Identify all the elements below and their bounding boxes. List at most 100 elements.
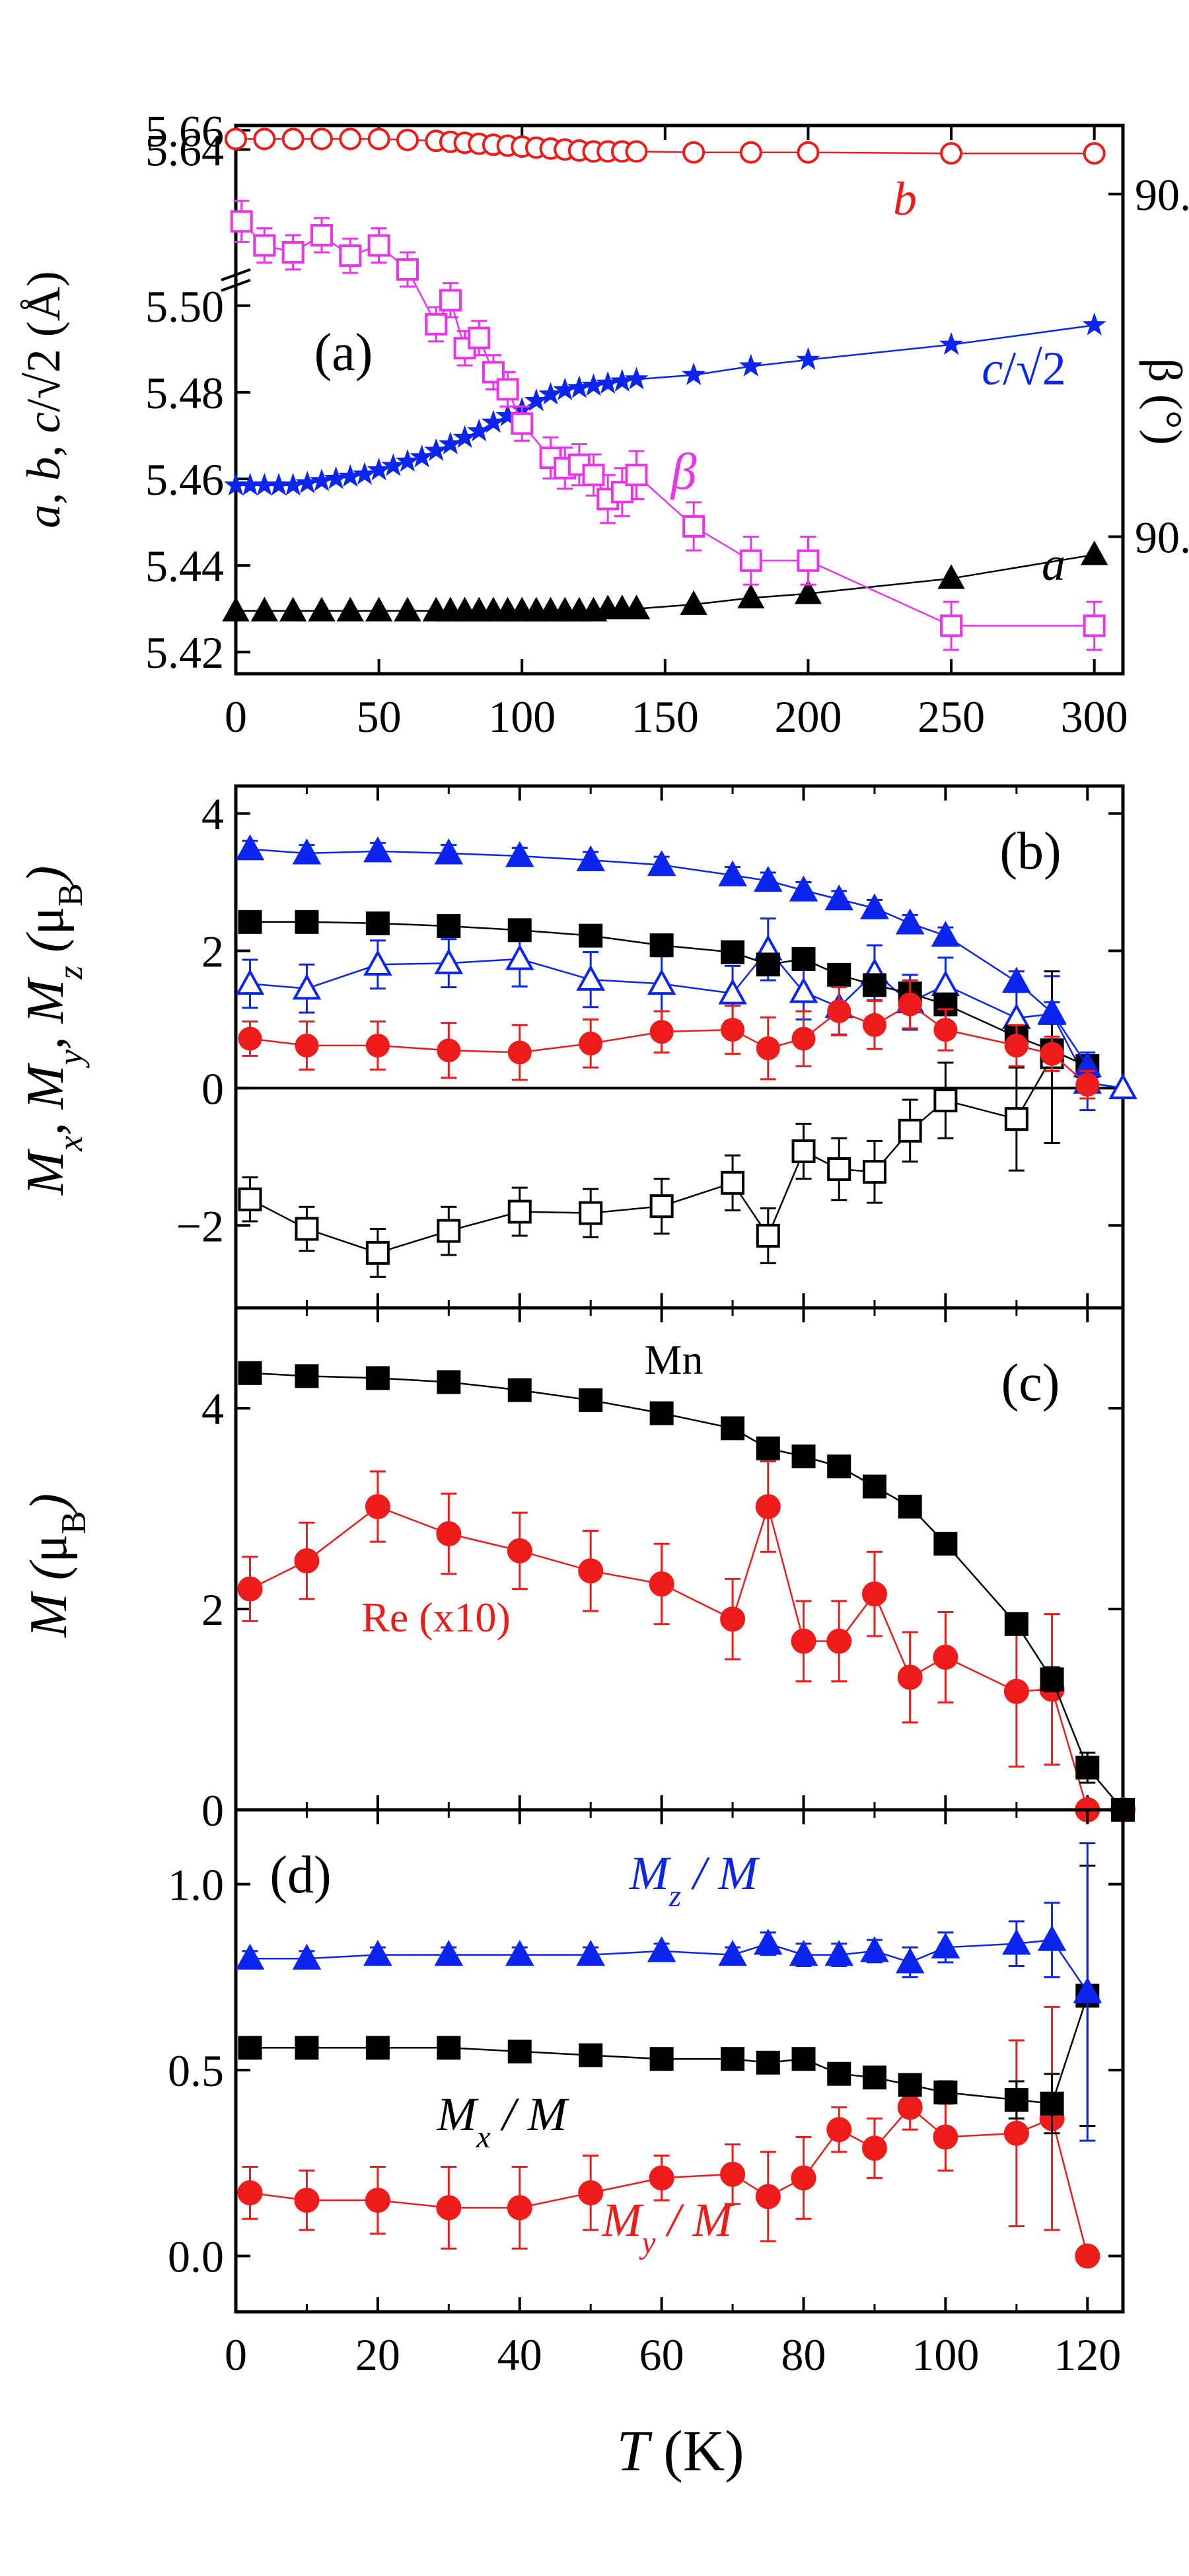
y-tick-label: 5.64 [145, 125, 224, 175]
data-point [756, 952, 780, 977]
data-point [292, 838, 322, 865]
data-point [895, 908, 925, 935]
data-point [649, 2047, 674, 2071]
data-point [739, 353, 763, 376]
data-point [1040, 1042, 1064, 1066]
data-point [505, 1940, 534, 1966]
data-point [1073, 1977, 1102, 2003]
data-point [756, 2050, 780, 2075]
data-point [898, 1118, 922, 1143]
data-point [721, 1018, 745, 1042]
y-axis-label-a: a, b, c/√2 (Å) [17, 271, 70, 528]
data-point [222, 596, 250, 622]
data-point [937, 564, 965, 589]
data-point [507, 1538, 532, 1563]
data-point [1083, 142, 1106, 165]
series-label-c: c/√2 [982, 342, 1066, 395]
data-point [352, 462, 377, 485]
data-point [365, 2036, 390, 2060]
data-point [625, 140, 648, 163]
data-point [933, 1018, 958, 1042]
data-point [827, 999, 851, 1023]
data-point [579, 923, 603, 948]
data-point [437, 914, 461, 939]
data-point [507, 2195, 532, 2221]
data-point [647, 850, 676, 877]
data-point [511, 412, 534, 435]
data-point [721, 1170, 745, 1195]
data-point [394, 596, 421, 622]
data-point [436, 2195, 462, 2221]
x-tick-label: 80 [781, 2330, 826, 2380]
data-point [1075, 1756, 1100, 1780]
data-point [756, 1436, 780, 1460]
data-point [791, 2165, 816, 2191]
axis-break [221, 268, 251, 281]
data-point [437, 1219, 461, 1243]
data-point [756, 1223, 780, 1248]
data-point [238, 910, 262, 934]
data-point [437, 1370, 461, 1394]
x-tick-label: 100 [912, 2330, 979, 2380]
y-tick-label: 0.0 [168, 2232, 224, 2282]
data-point [647, 968, 676, 995]
series-line-β [240, 221, 1095, 627]
data-point [789, 1940, 818, 1966]
data-point [1081, 540, 1108, 565]
y2-axis-label-a: β (°) [1139, 358, 1189, 445]
annotation-re: Re (x10) [361, 1594, 511, 1641]
series-label-mz: Mz / M [629, 1847, 760, 1914]
data-point [754, 1929, 783, 1955]
data-point [367, 234, 390, 257]
data-point [940, 614, 963, 637]
data-point [365, 596, 393, 622]
data-point [1108, 1073, 1137, 1100]
data-point [363, 949, 392, 976]
data-point [897, 1664, 923, 1690]
data-point [826, 2117, 852, 2143]
data-point [578, 2180, 604, 2205]
data-point [756, 1036, 780, 1061]
x-tick-label: 250 [918, 692, 985, 742]
data-point [1075, 1073, 1100, 1097]
data-point [496, 378, 519, 401]
series-line-Re (x10) [249, 1503, 1123, 1811]
data-point [791, 1628, 816, 1654]
data-point [791, 1444, 816, 1468]
data-point [439, 289, 462, 312]
data-point [507, 2039, 532, 2063]
y-tick-label: 0 [201, 1785, 224, 1836]
data-point [238, 1187, 262, 1211]
data-point [794, 579, 822, 604]
data-point [253, 127, 276, 151]
x-tick-label: 300 [1061, 692, 1128, 742]
data-point [295, 910, 319, 934]
data-point [933, 1089, 958, 1113]
data-point [931, 921, 960, 947]
x-tick-label: 60 [639, 2330, 684, 2380]
data-point [238, 2036, 262, 2060]
y-tick-label: 5.48 [145, 368, 224, 418]
data-point [538, 382, 563, 405]
y-tick-label: 0.5 [168, 2046, 224, 2096]
data-point [1037, 1925, 1067, 1951]
data-point [680, 590, 707, 615]
data-point [396, 128, 419, 151]
data-point [576, 964, 605, 991]
y-tick-label: 5.42 [145, 627, 224, 678]
y-tick-label: 5.50 [145, 281, 224, 332]
series-label-a: a [1042, 538, 1065, 590]
data-point [739, 549, 762, 572]
data-point [237, 2180, 263, 2205]
data-point [1004, 1612, 1028, 1636]
data-point [862, 973, 886, 997]
x-tick-label: 150 [631, 692, 699, 742]
data-point [339, 127, 362, 151]
data-point [434, 838, 464, 865]
data-point [507, 1378, 532, 1402]
data-point [294, 1548, 320, 1574]
data-point [524, 388, 548, 411]
y-tick-label: −2 [176, 1201, 224, 1251]
data-point [579, 1031, 603, 1055]
data-point [576, 1940, 605, 1966]
